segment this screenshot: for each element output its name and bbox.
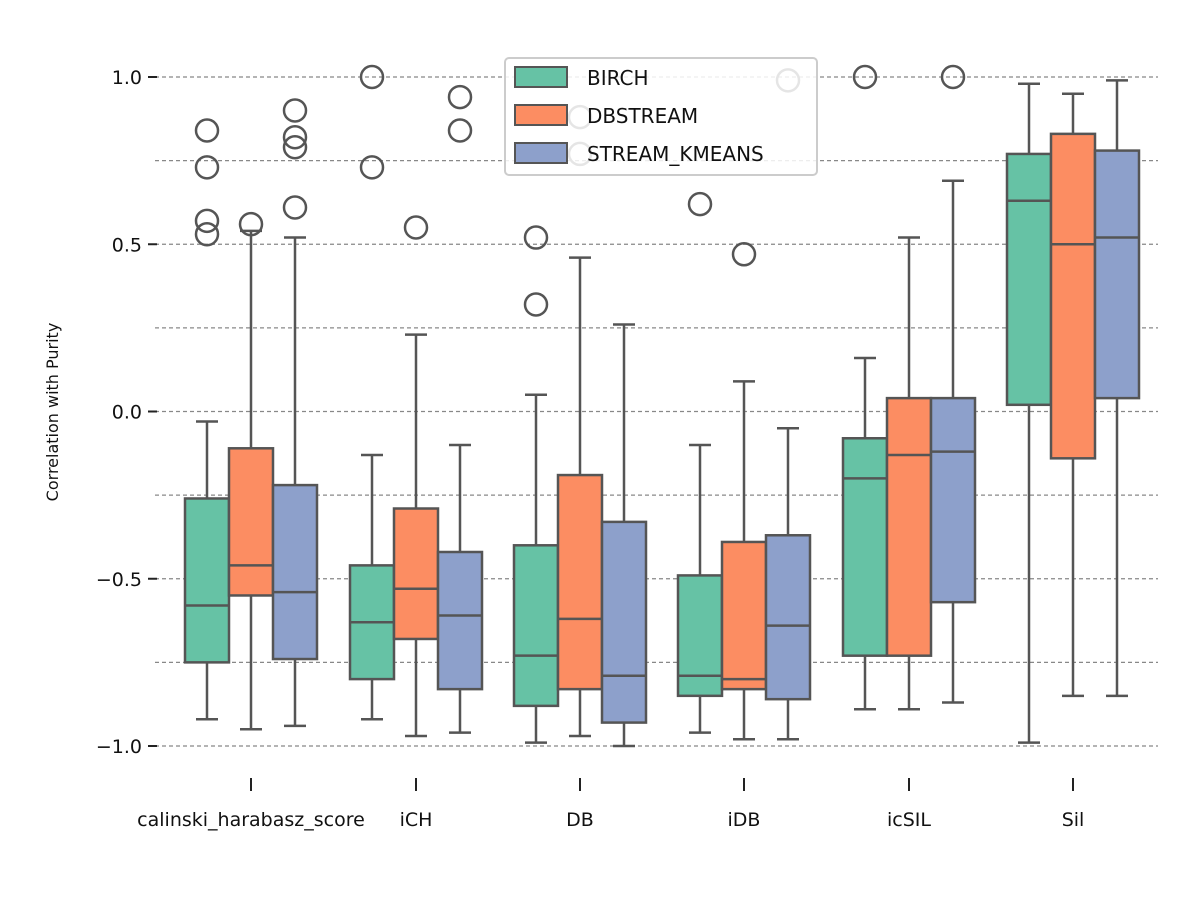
box-iqr: [436, 550, 484, 691]
x-tick-label: calinski_harabasz_score: [137, 809, 365, 831]
outlier-point: [403, 215, 429, 240]
outlier-point: [282, 134, 308, 160]
box-stream_kmeans-db: [600, 323, 648, 748]
box-birch-sil: [1005, 82, 1053, 744]
outlier-point: [282, 98, 308, 123]
box-iqr: [764, 534, 812, 701]
legend-entry: BIRCH: [587, 66, 649, 90]
box-iqr: [183, 497, 231, 664]
y-tick-label: −0.5: [96, 569, 142, 591]
box-iqr: [929, 396, 977, 604]
box-dbstream-idb: [720, 380, 768, 741]
box-birch-calinski_harabasz_score: [183, 420, 231, 721]
outlier-point: [359, 64, 385, 90]
outlier-point: [447, 84, 473, 110]
x-tick-label: Sil: [1062, 809, 1085, 831]
y-tick-label: 0.0: [112, 402, 142, 424]
legend-swatch: [514, 104, 568, 126]
box-dbstream-icsil: [885, 236, 933, 711]
outlier-point: [238, 211, 264, 237]
box-dbstream-db: [556, 256, 604, 738]
x-tick-label: iCH: [400, 809, 433, 831]
box-iqr: [676, 574, 724, 698]
x-axis-ticks: calinski_harabasz_score iCH DB iDB icSIL Sil: [137, 778, 1084, 831]
box-iqr: [512, 544, 560, 708]
y-tick-label: 1.0: [112, 67, 142, 89]
box-series: [183, 79, 1141, 748]
legend-entry: STREAM_KMEANS: [587, 142, 764, 166]
y-tick-label: 0.5: [112, 234, 142, 256]
outlier-point: [940, 64, 966, 90]
box-dbstream-sil: [1049, 92, 1097, 698]
box-iqr: [227, 447, 275, 597]
box-iqr: [841, 437, 889, 657]
y-axis-label: Correlation with Purity: [43, 323, 62, 502]
box-birch-db: [512, 393, 560, 744]
box-stream_kmeans-ich: [436, 443, 484, 734]
outlier-point: [687, 191, 713, 217]
box-birch-idb: [676, 443, 724, 734]
outlier-point: [523, 292, 549, 317]
legend-swatch: [514, 66, 568, 88]
legend-entry: DBSTREAM: [587, 104, 698, 128]
y-axis-ticks: −1.0 −0.5 0.0 0.5 1.0: [96, 67, 157, 758]
outlier-point: [359, 155, 385, 180]
y-tick-label: −1.0: [96, 736, 142, 758]
box-iqr: [392, 507, 440, 641]
box-iqr: [1049, 132, 1097, 460]
outlier-point: [852, 64, 878, 90]
x-tick-label: icSIL: [887, 809, 931, 831]
x-tick-label: DB: [566, 809, 594, 831]
x-tick-label: iDB: [728, 809, 761, 831]
box-birch-icsil: [841, 356, 889, 711]
box-dbstream-ich: [392, 333, 440, 738]
outlier-point: [282, 195, 308, 220]
legend-swatch: [514, 142, 568, 164]
legend-frame: [504, 57, 818, 176]
outlier-point: [447, 118, 473, 143]
outlier-point: [194, 118, 220, 143]
box-stream_kmeans-idb: [764, 426, 812, 741]
outlier-point: [523, 225, 549, 250]
box-iqr: [720, 540, 768, 691]
box-iqr: [600, 520, 648, 724]
outlier-point: [731, 242, 757, 267]
outlier-point: [194, 208, 220, 234]
outlier-point: [194, 155, 220, 180]
box-stream_kmeans-icsil: [929, 179, 977, 704]
box-stream_kmeans-calinski_harabasz_score: [271, 236, 319, 728]
box-iqr: [1005, 152, 1053, 407]
box-dbstream-calinski_harabasz_score: [227, 229, 275, 731]
grid-lines: [155, 76, 1158, 747]
outlier-points: [194, 64, 966, 317]
box-iqr: [271, 483, 319, 661]
box-iqr: [885, 396, 933, 657]
box-iqr: [1093, 149, 1141, 400]
outlier-point: [194, 221, 220, 247]
box-stream_kmeans-sil: [1093, 79, 1141, 698]
box-birch-ich: [348, 453, 396, 721]
outlier-point: [282, 124, 308, 150]
box-iqr: [556, 473, 604, 691]
legend[interactable]: BIRCH DBSTREAM STREAM_KMEANS: [504, 57, 818, 176]
